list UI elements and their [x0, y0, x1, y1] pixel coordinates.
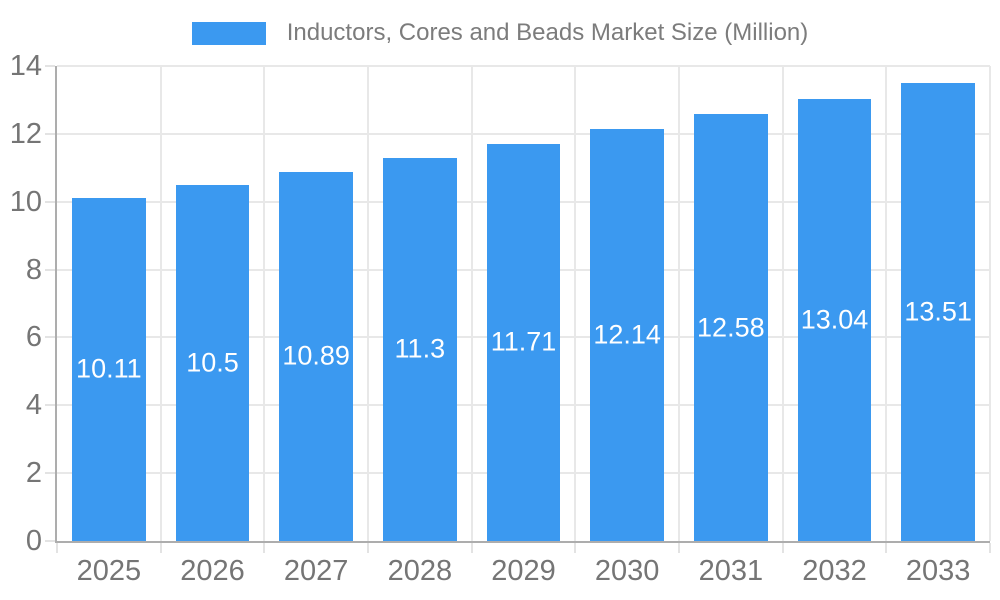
bar-value-label: 11.3 — [394, 333, 446, 364]
y-axis-label: 8 — [25, 253, 42, 286]
gridline-vertical — [574, 66, 577, 541]
y-axis-tick — [45, 200, 55, 203]
x-axis-tick — [989, 543, 991, 553]
bar[interactable]: 13.51 — [901, 82, 975, 541]
x-axis-label: 2028 — [387, 555, 453, 587]
x-axis-line — [55, 541, 990, 543]
gridline-vertical — [885, 66, 888, 541]
x-axis-tick — [367, 543, 369, 553]
gridline-vertical — [159, 66, 162, 541]
x-axis-tick — [781, 543, 784, 553]
x-axis-tick — [885, 543, 888, 553]
y-axis-label: 4 — [25, 389, 42, 422]
gridline-vertical — [263, 66, 266, 541]
legend-label: Inductors, Cores and Beads Market Size (… — [286, 19, 809, 46]
x-axis-label: 2026 — [180, 555, 245, 587]
y-axis-tick — [45, 268, 55, 271]
x-axis-label: 2027 — [283, 555, 349, 587]
x-axis-tick — [159, 543, 162, 553]
y-axis-line — [55, 66, 57, 543]
y-axis-tick — [45, 404, 55, 407]
x-axis-tick — [263, 543, 266, 553]
plot-area: 10.11 10.5 10.89 11.3 11.71 12.14 12.58 13.04 13… — [57, 65, 991, 541]
bar-value-label: 13.51 — [904, 296, 972, 327]
gridline-vertical — [470, 66, 473, 541]
bar[interactable]: 10.89 — [279, 171, 353, 541]
bar-value-label: 10.5 — [186, 347, 239, 378]
y-axis-label: 12 — [9, 117, 42, 150]
x-axis-label: 2029 — [491, 555, 556, 587]
y-axis-tick — [45, 65, 55, 67]
bar-value-label: 10.11 — [76, 353, 142, 384]
gridline-horizontal — [57, 132, 990, 135]
x-axis-tick — [470, 543, 473, 553]
y-axis-tick — [45, 472, 55, 475]
x-axis-tick — [678, 543, 680, 553]
gridline-vertical — [678, 66, 680, 541]
bar-value-label: 12.14 — [593, 319, 661, 350]
y-axis-label: 0 — [25, 525, 42, 557]
gridline-vertical — [989, 66, 991, 541]
bar[interactable]: 12.58 — [694, 114, 768, 541]
y-axis-tick — [45, 540, 55, 542]
y-axis-label: 2 — [25, 457, 42, 490]
x-axis-label: 2025 — [76, 555, 142, 587]
bar[interactable]: 13.04 — [797, 98, 872, 541]
bar-value-label: 10.89 — [282, 340, 350, 371]
bar[interactable]: 10.11 — [72, 197, 146, 541]
gridline-vertical — [781, 66, 784, 541]
bar[interactable]: 11.71 — [486, 143, 561, 541]
gridline-horizontal — [57, 65, 990, 67]
x-axis-label: 2032 — [802, 555, 867, 587]
gridline-vertical — [367, 66, 369, 541]
x-axis-label: 2030 — [594, 555, 660, 587]
y-axis-label: 6 — [25, 321, 42, 354]
bar-value-label: 12.58 — [697, 312, 765, 343]
y-axis-tick — [45, 336, 55, 339]
x-axis-label: 2031 — [698, 555, 764, 587]
x-axis-tick — [56, 543, 58, 553]
bar[interactable]: 10.5 — [175, 184, 250, 541]
bar[interactable]: 11.3 — [383, 157, 457, 541]
x-axis-label: 2033 — [905, 555, 971, 587]
x-axis-tick — [574, 543, 577, 553]
chart-legend[interactable]: Inductors, Cores and Beads Market Size (… — [0, 12, 1000, 54]
bar-value-label: 11.71 — [490, 326, 557, 357]
bar[interactable]: 12.14 — [590, 129, 664, 541]
bar-value-label: 13.04 — [800, 304, 869, 335]
y-axis-label: 14 — [9, 50, 42, 82]
y-axis-label: 10 — [9, 185, 42, 218]
y-axis-tick — [45, 132, 55, 135]
legend-swatch — [191, 21, 266, 45]
